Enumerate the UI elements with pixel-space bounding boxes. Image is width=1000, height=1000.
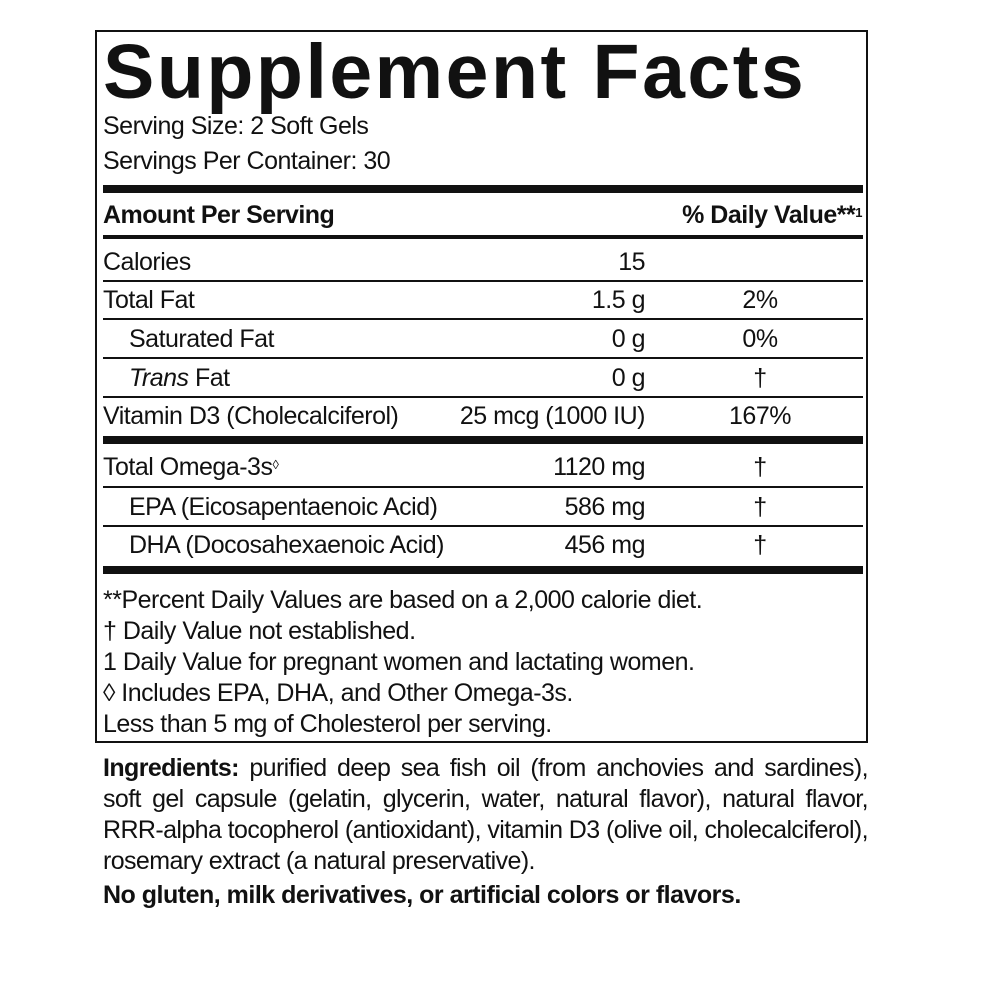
supplement-facts-panel [95,30,868,743]
row-dha-name: DHA (Docosahexaenoic Acid) [129,531,444,559]
row-trans-fat-amount: 0 g [611,364,646,392]
footnote: † Daily Value not established. [103,617,416,645]
row-vitamin-d3-dv: 167% [729,402,791,430]
trans-italic: Trans [129,364,189,392]
ingredients: Ingredients: purified deep sea fish oil … [103,753,869,877]
allergen-disclaimer: No gluten, milk derivatives, or artifici… [103,881,741,909]
footnote: 1 Daily Value for pregnant women and lac… [103,648,695,676]
daily-value-label: % Daily Value** [682,201,856,229]
row-omega3-amount: 1120 mg [553,453,645,481]
thick-divider [103,185,863,193]
row-dha-amount: 456 mg [564,531,646,559]
daily-value-header: % Daily Value**1 [682,200,862,230]
footnote: Less than 5 mg of Cholesterol per servin… [103,710,552,738]
row-trans-fat-name: Trans Fat [129,363,230,393]
row-calories-name: Calories [103,248,191,276]
row-saturated-fat-dv: 0% [742,325,778,353]
row-epa-amount: 586 mg [564,493,646,521]
fat-label: Fat [188,364,230,392]
row-saturated-fat-name: Saturated Fat [129,325,274,353]
footnote: ◊ Includes EPA, DHA, and Other Omega-3s. [103,679,573,707]
row-total-fat-amount: 1.5 g [591,286,646,314]
daily-value-footnote-ref: 1 [855,205,862,220]
row-total-fat-name: Total Fat [103,286,195,314]
ingredients-text: purified deep sea fish oil (from anchovi… [103,754,869,875]
row-divider [103,525,863,527]
thick-divider [103,566,863,574]
omega3-footnote-ref: ◊ [272,457,279,472]
serving-size: Serving Size: 2 Soft Gels [103,112,369,140]
row-omega3-name: Total Omega-3s◊ [103,452,279,482]
row-divider [103,318,863,320]
servings-per-container: Servings Per Container: 30 [103,147,391,175]
row-total-fat-dv: 2% [742,286,778,314]
row-epa-dv: † [753,493,767,521]
amount-per-serving-header: Amount Per Serving [103,201,335,229]
omega3-label: Total Omega-3s [103,453,273,481]
row-divider [103,357,863,359]
thick-divider [103,436,863,444]
row-vitamin-d3-amount: 25 mcg (1000 IU) [459,402,646,430]
row-divider [103,396,863,398]
row-saturated-fat-amount: 0 g [611,325,646,353]
footnote: **Percent Daily Values are based on a 2,… [103,586,703,614]
row-epa-name: EPA (Eicosapentaenoic Acid) [129,493,438,521]
row-omega3-dv: † [753,453,767,481]
panel-title: Supplement Facts [103,29,807,115]
row-divider [103,486,863,488]
row-vitamin-d3-name: Vitamin D3 (Cholecalciferol) [103,402,399,430]
ingredients-label: Ingredients: [103,754,239,782]
row-divider [103,280,863,282]
row-dha-dv: † [753,531,767,559]
row-calories-amount: 15 [618,248,645,276]
row-trans-fat-dv: † [753,364,767,392]
medium-divider [103,235,863,239]
